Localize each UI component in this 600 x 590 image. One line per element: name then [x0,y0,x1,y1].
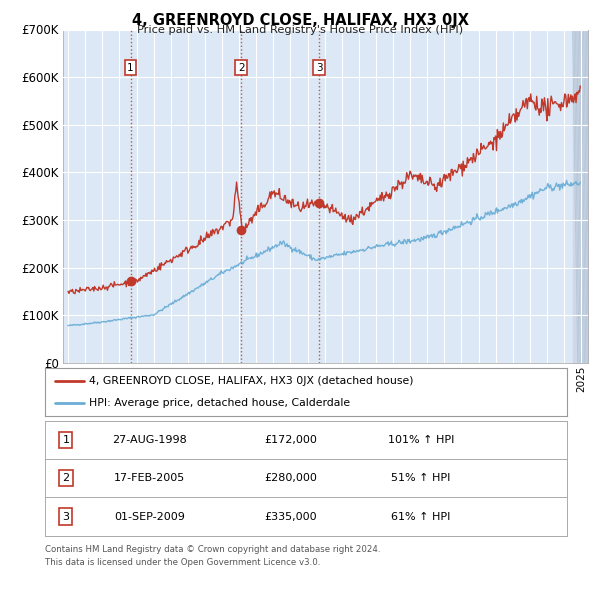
Text: 17-FEB-2005: 17-FEB-2005 [114,473,185,483]
Text: HPI: Average price, detached house, Calderdale: HPI: Average price, detached house, Cald… [89,398,350,408]
Text: £280,000: £280,000 [264,473,317,483]
Text: £335,000: £335,000 [264,512,317,522]
Text: 3: 3 [62,512,70,522]
Text: 27-AUG-1998: 27-AUG-1998 [112,435,187,445]
Text: 4, GREENROYD CLOSE, HALIFAX, HX3 0JX: 4, GREENROYD CLOSE, HALIFAX, HX3 0JX [131,13,469,28]
Text: 2: 2 [238,63,245,73]
Text: 3: 3 [316,63,322,73]
Text: 2: 2 [62,473,70,483]
Text: Price paid vs. HM Land Registry's House Price Index (HPI): Price paid vs. HM Land Registry's House … [137,25,463,35]
Text: 101% ↑ HPI: 101% ↑ HPI [388,435,454,445]
Text: This data is licensed under the Open Government Licence v3.0.: This data is licensed under the Open Gov… [45,558,320,566]
Text: 61% ↑ HPI: 61% ↑ HPI [391,512,451,522]
Text: 1: 1 [127,63,134,73]
Text: 4, GREENROYD CLOSE, HALIFAX, HX3 0JX (detached house): 4, GREENROYD CLOSE, HALIFAX, HX3 0JX (de… [89,376,414,386]
Text: 01-SEP-2009: 01-SEP-2009 [114,512,185,522]
Text: 51% ↑ HPI: 51% ↑ HPI [391,473,451,483]
Text: 1: 1 [62,435,70,445]
Text: Contains HM Land Registry data © Crown copyright and database right 2024.: Contains HM Land Registry data © Crown c… [45,545,380,553]
Text: £172,000: £172,000 [264,435,317,445]
